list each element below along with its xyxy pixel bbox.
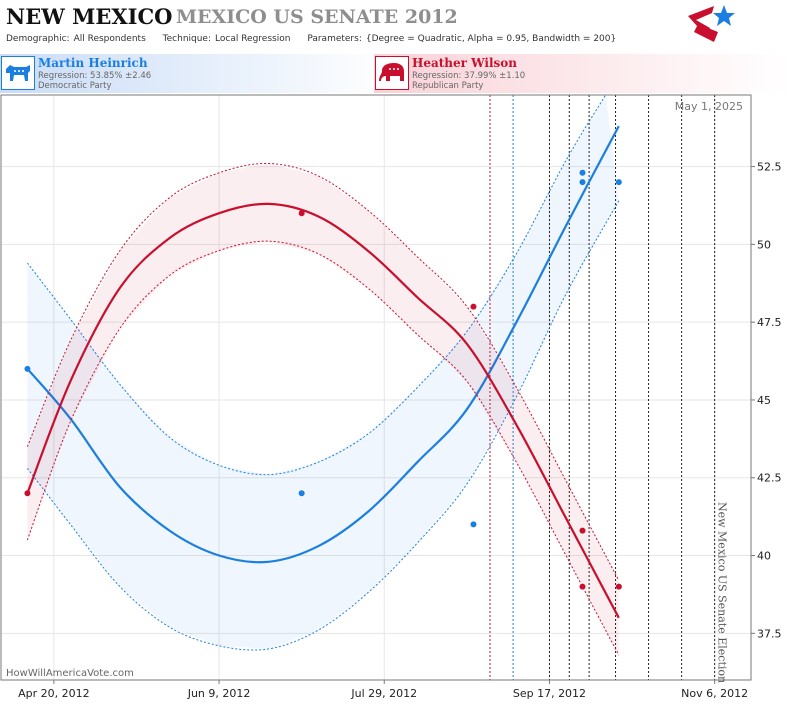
dem-poll-point xyxy=(298,490,305,497)
y-tick-label: 50 xyxy=(757,238,771,251)
rep-series xyxy=(24,162,622,656)
x-tick-label: Jul 29, 2012 xyxy=(350,687,417,700)
rep-poll-point xyxy=(298,210,305,217)
x-tick-label: Jun 9, 2012 xyxy=(187,687,251,700)
dem-lower-bound xyxy=(27,200,620,651)
param-technique-key: Technique: xyxy=(162,34,212,44)
race-title: MEXICO US SENATE 2012 xyxy=(176,6,458,28)
rep-regression: Regression: 37.99% ±1.10 xyxy=(412,71,526,81)
dem-series xyxy=(24,95,622,651)
rep-confidence-band xyxy=(27,163,619,656)
candidate-democrat: Martin Heinrich Regression: 53.85% ±2.46… xyxy=(0,54,394,93)
y-tick-label: 42.5 xyxy=(757,472,782,485)
rep-poll-point xyxy=(579,583,586,590)
dem-candidate-name: Martin Heinrich xyxy=(38,56,148,70)
rep-party: Republican Party xyxy=(412,81,484,91)
dem-poll-point xyxy=(579,169,586,176)
election-label: New Mexico US Senate Election xyxy=(716,502,729,683)
param-demographic-value: All Respondents xyxy=(73,34,146,44)
vertical-markers xyxy=(489,95,716,680)
rep-poll-point xyxy=(615,583,622,590)
rep-regression-line xyxy=(26,202,620,619)
x-tick-label: Sep 17, 2012 xyxy=(513,687,586,700)
y-tick-label: 37.5 xyxy=(757,627,782,640)
y-tick-label: 40 xyxy=(757,550,771,563)
dem-confidence-band xyxy=(27,95,619,649)
y-tick-label: 45 xyxy=(757,394,771,407)
plot-frame xyxy=(0,94,752,681)
elephant-icon xyxy=(375,56,409,90)
rep-poll-point xyxy=(470,303,477,310)
candidate-republican: Heather Wilson Regression: 37.99% ±1.10 … xyxy=(374,54,789,93)
y-tick-label: 47.5 xyxy=(757,316,782,329)
param-parameters-value: {Degree = Quadratic, Alpha = 0.95, Bandw… xyxy=(365,34,617,44)
x-axis: Apr 20, 2012 Jun 9, 2012 Jul 29, 2012 Sep 1… xyxy=(18,680,748,700)
dem-party: Democratic Party xyxy=(38,81,112,91)
rep-lower-bound xyxy=(26,240,620,656)
y-axis: 37.5 40 42.5 45 47.5 50 52.5 xyxy=(751,161,782,640)
dem-poll-point xyxy=(24,365,31,372)
dem-regression: Regression: 53.85% ±2.46 xyxy=(38,71,152,81)
rep-upper-bound xyxy=(26,162,620,581)
dem-poll-point xyxy=(470,521,477,528)
dem-regression-line xyxy=(26,125,620,564)
watermark: HowWillAmericaVote.com xyxy=(6,668,134,679)
dem-poll-point xyxy=(615,179,622,186)
x-tick-label: Apr 20, 2012 xyxy=(18,687,90,700)
header: NEW MEXICO MEXICO US SENATE 2012 Demogra… xyxy=(0,0,789,50)
as-of-date-label: May 1, 2025 xyxy=(675,100,743,113)
state-title: NEW MEXICO xyxy=(6,4,173,29)
y-tick-label: 52.5 xyxy=(757,161,782,174)
dem-poll-point xyxy=(579,179,586,186)
param-parameters-key: Parameters: xyxy=(307,34,362,44)
site-logo-icon xyxy=(688,5,735,42)
parameters-line: Demographic: All Respondents Technique: Lo… xyxy=(6,34,630,44)
grid xyxy=(1,95,751,680)
param-demographic-key: Demographic: xyxy=(6,34,70,44)
rep-poll-point xyxy=(24,490,31,497)
donkey-icon xyxy=(1,56,35,90)
rep-candidate-name: Heather Wilson xyxy=(412,56,518,70)
x-tick-label: Nov 6, 2012 xyxy=(681,687,748,700)
param-technique-value: Local Regression xyxy=(215,34,291,44)
rep-poll-point xyxy=(579,527,586,534)
dem-upper-bound xyxy=(27,95,607,476)
